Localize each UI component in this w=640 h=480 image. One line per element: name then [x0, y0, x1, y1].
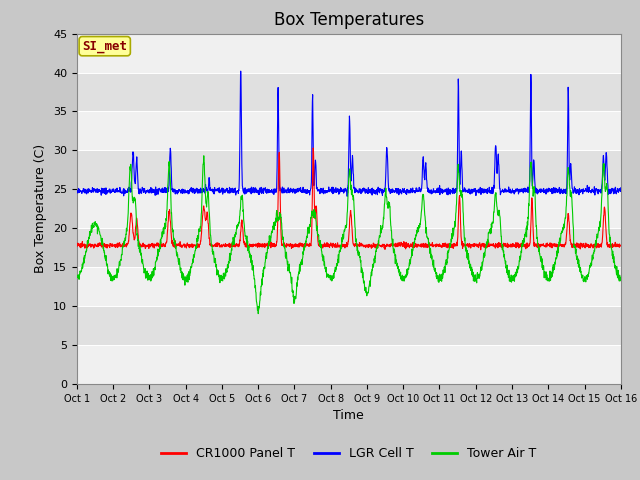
Bar [77, 228, 621, 267]
Bar [77, 345, 621, 384]
Legend: CR1000 Panel T, LGR Cell T, Tower Air T: CR1000 Panel T, LGR Cell T, Tower Air T [156, 443, 541, 465]
Bar [77, 189, 621, 228]
Text: SI_met: SI_met [82, 40, 127, 53]
Bar [77, 150, 621, 189]
Y-axis label: Box Temperature (C): Box Temperature (C) [35, 144, 47, 274]
Title: Box Temperatures: Box Temperatures [274, 11, 424, 29]
Bar [77, 72, 621, 111]
Bar [77, 111, 621, 150]
X-axis label: Time: Time [333, 409, 364, 422]
Bar [77, 34, 621, 72]
Bar [77, 267, 621, 306]
Bar [77, 306, 621, 345]
